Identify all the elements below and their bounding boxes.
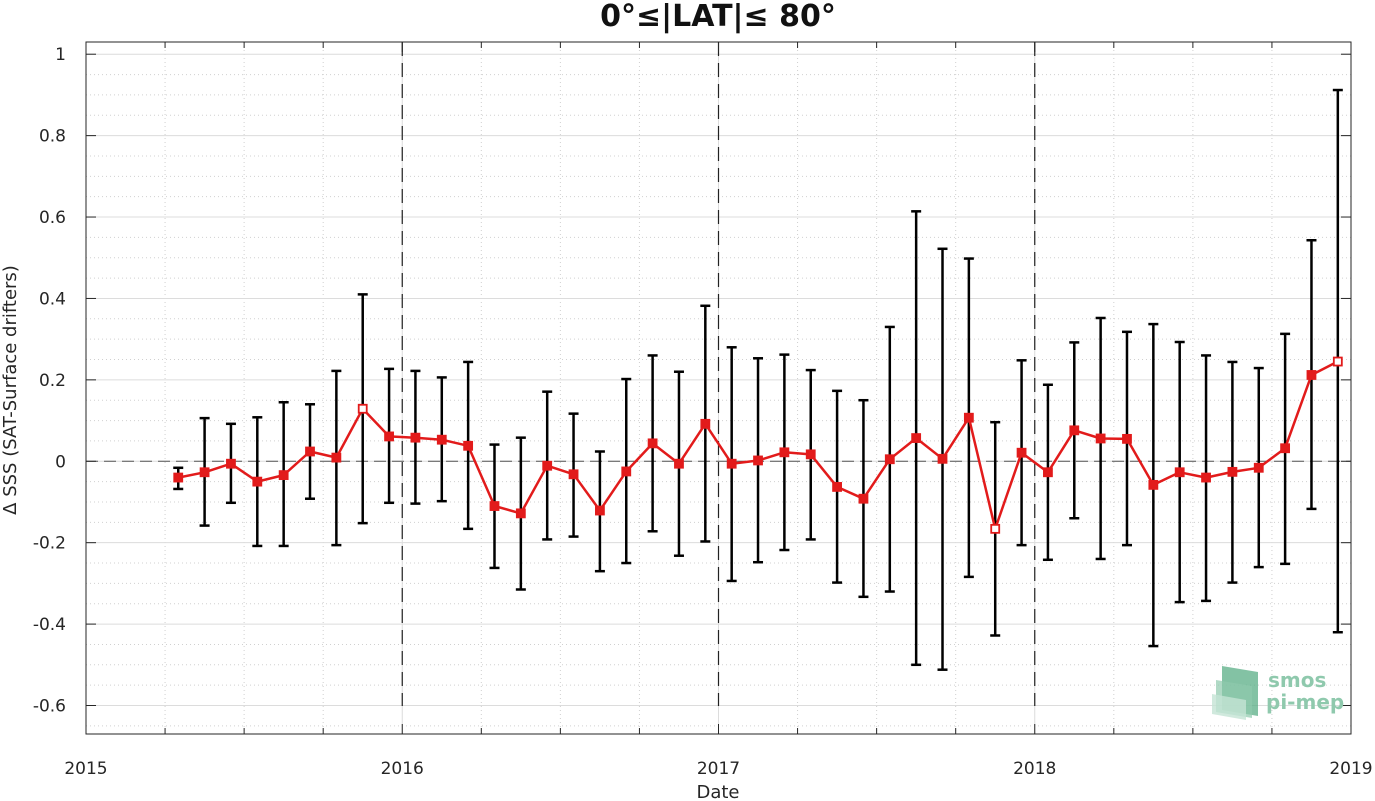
data-point-marker — [1174, 467, 1185, 478]
logo-text-smos: smos — [1268, 668, 1326, 692]
data-point-marker — [700, 418, 711, 429]
tick-labels: 2015 2016 2017 2018 2019 1 0.8 0.6 0.4 0.2 0 -0.2 -0… — [33, 45, 1373, 779]
data-point-marker — [753, 455, 763, 466]
data-point-marker — [990, 523, 1001, 534]
x-tick-label: 2016 — [381, 759, 424, 779]
data-point-marker — [647, 438, 658, 449]
data-point-marker — [621, 466, 632, 477]
x-tick-label: 2015 — [64, 759, 107, 779]
axes — [85, 41, 1352, 735]
y-tick-label: 0 — [55, 452, 66, 472]
data-point-marker — [515, 508, 526, 519]
data-point-marker — [463, 440, 474, 451]
y-tick-label: 0.2 — [39, 371, 66, 391]
data-point-marker — [1306, 370, 1317, 380]
data-point-marker — [1148, 479, 1159, 490]
data-point-marker — [937, 453, 948, 464]
y-tick-label: -0.2 — [33, 534, 66, 554]
data-point-marker — [568, 469, 579, 480]
data-point-marker — [805, 449, 816, 460]
data-point-marker — [542, 460, 553, 471]
data-point-marker — [1280, 443, 1291, 454]
data-point-marker — [1201, 472, 1211, 483]
data-point-marker — [357, 403, 368, 414]
data-point-marker — [963, 412, 974, 423]
data-point-marker — [1016, 447, 1027, 458]
chart-title: 0°≤|LAT|≤ 80° — [600, 0, 836, 34]
data-point-marker — [489, 501, 500, 511]
data-point-marker — [410, 432, 421, 443]
data-point-marker — [726, 458, 737, 469]
data-point-marker — [832, 482, 842, 492]
data-point-marker — [436, 434, 447, 445]
data-point-marker — [384, 431, 394, 442]
x-axis-label: Date — [696, 782, 739, 801]
data-point-marker — [884, 454, 895, 465]
data-point-marker — [278, 470, 289, 481]
data-point-marker — [1332, 356, 1343, 367]
data-point-marker — [595, 505, 605, 516]
data-point-marker — [674, 458, 684, 469]
series-line — [173, 356, 1343, 534]
x-tick-label: 2019 — [1329, 759, 1372, 779]
smos-pi-mep-logo: smos pi-mep — [1212, 666, 1344, 720]
y-tick-label: 0.6 — [39, 208, 66, 228]
y-tick-label: -0.4 — [33, 615, 66, 635]
y-tick-label: -0.6 — [33, 697, 66, 717]
data-point-marker — [1253, 462, 1264, 473]
data-point-marker — [858, 493, 869, 504]
data-point-marker — [1122, 433, 1132, 444]
data-point-marker — [199, 467, 210, 478]
logo-wave-icon — [1212, 666, 1258, 720]
x-tick-label: 2017 — [697, 759, 740, 779]
logo-text-pi-mep: pi-mep — [1266, 690, 1344, 714]
data-point-marker — [1227, 466, 1238, 477]
data-point-marker — [911, 433, 922, 443]
data-point-marker — [173, 472, 184, 483]
data-point-marker — [779, 447, 790, 458]
data-point-marker — [305, 446, 315, 457]
data-point-marker — [1069, 425, 1080, 436]
y-tick-label: 1 — [55, 45, 66, 65]
data-point-marker — [252, 476, 263, 487]
data-point-marker — [1043, 467, 1053, 478]
data-point-marker — [331, 452, 342, 463]
data-point-marker — [1095, 433, 1106, 444]
y-tick-label: 0.8 — [39, 127, 66, 147]
x-tick-label: 2018 — [1013, 759, 1056, 779]
data-point-marker — [226, 458, 236, 469]
y-axis-label: Δ SSS (SAT-Surface drifters) — [0, 265, 21, 515]
y-tick-label: 0.4 — [39, 289, 66, 309]
